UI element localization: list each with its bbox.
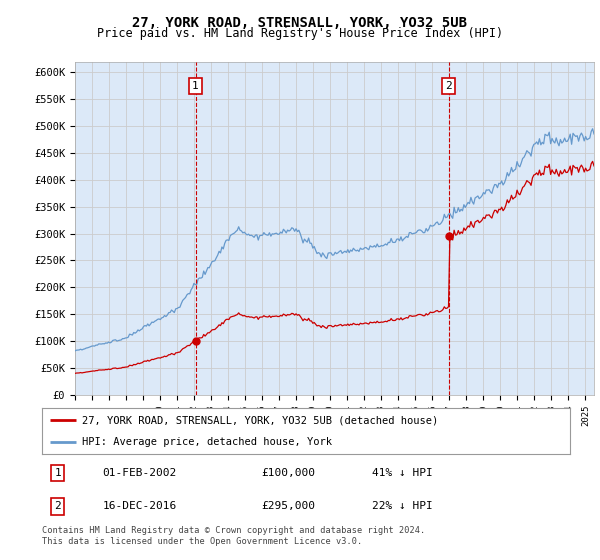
Text: 1: 1 <box>55 468 61 478</box>
Text: Price paid vs. HM Land Registry's House Price Index (HPI): Price paid vs. HM Land Registry's House … <box>97 27 503 40</box>
Text: Contains HM Land Registry data © Crown copyright and database right 2024.
This d: Contains HM Land Registry data © Crown c… <box>42 526 425 546</box>
Text: £295,000: £295,000 <box>261 501 315 511</box>
Text: 1: 1 <box>192 81 199 91</box>
Text: 27, YORK ROAD, STRENSALL, YORK, YO32 5UB (detached house): 27, YORK ROAD, STRENSALL, YORK, YO32 5UB… <box>82 415 438 425</box>
Text: 2: 2 <box>55 501 61 511</box>
Text: £100,000: £100,000 <box>261 468 315 478</box>
Text: HPI: Average price, detached house, York: HPI: Average price, detached house, York <box>82 437 332 447</box>
Text: 01-FEB-2002: 01-FEB-2002 <box>103 468 177 478</box>
Text: 22% ↓ HPI: 22% ↓ HPI <box>372 501 433 511</box>
Text: 27, YORK ROAD, STRENSALL, YORK, YO32 5UB: 27, YORK ROAD, STRENSALL, YORK, YO32 5UB <box>133 16 467 30</box>
Text: 16-DEC-2016: 16-DEC-2016 <box>103 501 177 511</box>
Text: 41% ↓ HPI: 41% ↓ HPI <box>372 468 433 478</box>
Text: 2: 2 <box>445 81 452 91</box>
